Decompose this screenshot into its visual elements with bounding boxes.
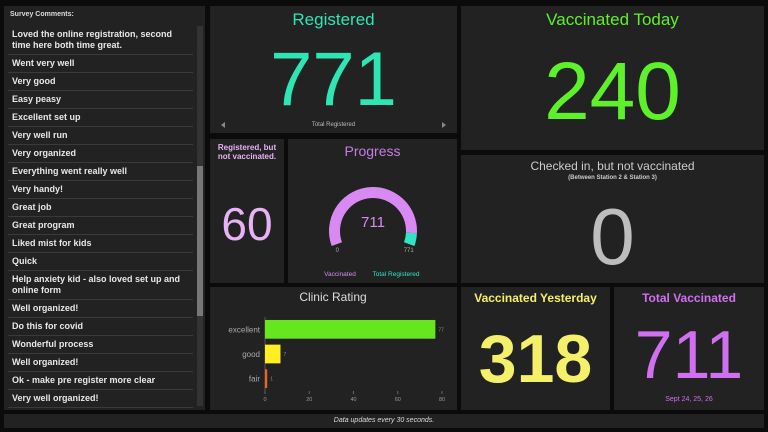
big-number: 60 xyxy=(221,198,273,250)
comment-item: Well organized! xyxy=(8,354,193,372)
value-label: 77 xyxy=(438,327,444,333)
chart-title: Clinic Rating xyxy=(299,290,366,304)
comment-item: Great program xyxy=(8,217,193,235)
gauge-max: 771 xyxy=(404,248,415,254)
comment-item: Ok - make pre register more clear xyxy=(8,372,193,390)
comment-item: Easy peasy xyxy=(8,91,193,109)
x-tick-label: 80 xyxy=(439,397,445,403)
panel-title: Vaccinated Today xyxy=(546,10,679,29)
legend-entry: Vaccinated xyxy=(324,271,356,278)
value-label: 7 xyxy=(283,352,286,358)
comment-item: Went very well xyxy=(8,55,193,73)
y-tick-label: fair xyxy=(249,375,260,384)
panel-title: Registered xyxy=(292,10,375,29)
big-number: 771 xyxy=(270,37,397,122)
big-number: 711 xyxy=(634,317,744,393)
y-tick-label: excellent xyxy=(228,325,260,334)
yesterday-panel: Vaccinated Yesterday 318 xyxy=(461,287,610,410)
bar xyxy=(265,319,436,339)
scroll-thumb[interactable] xyxy=(197,166,203,316)
comment-item: Very well run xyxy=(8,127,193,145)
vaccinated-today-panel: Vaccinated Today 240 xyxy=(461,6,764,150)
y-tick-label: good xyxy=(242,350,260,359)
comment-item: Do this for covid xyxy=(8,318,193,336)
x-tick-label: 0 xyxy=(263,397,266,403)
footer-bar: Data updates every 30 seconds. xyxy=(4,414,764,428)
total-vaccinated-panel: Total Vaccinated 711 Sept 24, 25, 26 xyxy=(614,287,764,410)
next-arrow[interactable] xyxy=(442,122,446,128)
comment-item: Quick xyxy=(8,253,193,271)
gauge: 711 0 771 Vaccinated Total Registered xyxy=(324,186,420,278)
panel-footer: Sept 24, 25, 26 xyxy=(665,396,713,403)
value-label: 1 xyxy=(270,377,273,383)
checked-in-panel: Checked in, but not vaccinated (Between … xyxy=(461,155,764,283)
comment-item: Excellent set up xyxy=(8,109,193,127)
bar xyxy=(265,344,281,364)
x-tick-label: 60 xyxy=(395,397,401,403)
nav-arrows xyxy=(221,122,446,128)
legend-entry: Total Registered xyxy=(373,271,420,278)
panel-title: Total Vaccinated xyxy=(642,291,736,305)
comment-item: Everything went really well xyxy=(8,163,193,181)
comment-item: Well organized! xyxy=(8,300,193,318)
comment-item: Very organized xyxy=(8,145,193,163)
panel-title: Progress xyxy=(344,143,401,159)
footer-text: Data updates every 30 seconds. xyxy=(333,417,435,424)
gauge-value-label: 711 xyxy=(361,214,385,231)
comment-item: So cool that they put this on xyxy=(8,408,193,410)
x-tick-label: 20 xyxy=(306,397,312,403)
rating-panel: Clinic Rating 0 20 40 60 80 excellent 77 good 7 f… xyxy=(210,287,457,410)
chart: Clinic Rating 0 20 40 60 80 excellent 77 good 7 f… xyxy=(228,290,445,403)
comment-item: Loved the online registration, second ti… xyxy=(8,26,193,55)
big-number: 318 xyxy=(478,321,593,397)
gauge-value xyxy=(329,186,417,247)
x-tick-label: 40 xyxy=(350,397,356,403)
panel-footer: Total Registered xyxy=(311,122,356,128)
panel-title: Vaccinated Yesterday xyxy=(474,291,597,305)
comment-item: Very handy! xyxy=(8,181,193,199)
comment-item: Very well organized! xyxy=(8,390,193,408)
gauge-min: 0 xyxy=(336,248,340,254)
panel-subtitle: (Between Station 2 & Station 3) xyxy=(568,175,657,181)
gauge-remainder xyxy=(404,232,417,247)
survey-panel: Survey Comments: Loved the online regist… xyxy=(4,6,205,410)
comment-item: Help anxiety kid - also loved set up and… xyxy=(8,271,193,300)
survey-title: Survey Comments: xyxy=(10,11,74,18)
comment-item: Liked mist for kids xyxy=(8,235,193,253)
bar xyxy=(265,369,268,389)
scrollbar[interactable] xyxy=(197,26,203,406)
comment-list[interactable]: Loved the online registration, second ti… xyxy=(8,26,193,410)
prev-arrow[interactable] xyxy=(221,122,225,128)
comment-item: Very good xyxy=(8,73,193,91)
panel-title: Registered, but not vaccinated. xyxy=(217,143,277,161)
not-vaccinated-panel: Registered, but not vaccinated. 60 xyxy=(210,139,284,283)
panel-title: Checked in, but not vaccinated xyxy=(530,159,695,173)
comment-item: Great job xyxy=(8,199,193,217)
big-number: 240 xyxy=(544,46,681,137)
comment-item: Wonderful process xyxy=(8,336,193,354)
progress-panel: Progress 711 0 771 Vaccinated Total Register… xyxy=(288,139,457,283)
registered-panel: Registered 771 Total Registered xyxy=(210,6,457,133)
big-number: 0 xyxy=(590,192,635,281)
